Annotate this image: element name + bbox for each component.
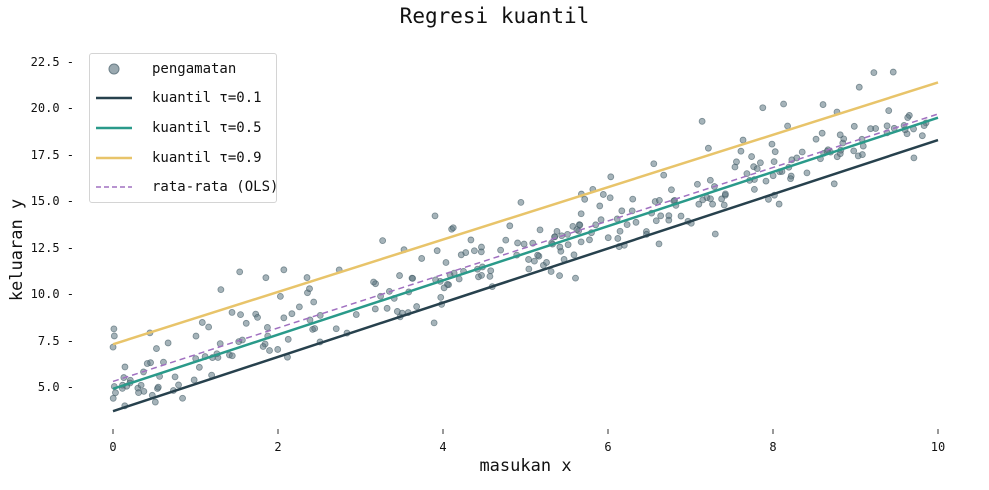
y-tick-label: 12.5 - bbox=[30, 240, 74, 255]
x-tick-label: 2 bbox=[274, 440, 282, 454]
y-tick-label: 22.5 - bbox=[30, 55, 74, 69]
legend-item-observations: pengamatan bbox=[90, 59, 236, 79]
y-tick-label: 5.0 - bbox=[37, 380, 74, 394]
legend-item-q50: kuantil τ=0.5 bbox=[90, 118, 262, 138]
x-tick-label: 6 bbox=[604, 440, 612, 454]
legend-label: pengamatan bbox=[152, 61, 237, 77]
legend-label: kuantil τ=0.5 bbox=[152, 120, 262, 136]
line-swatch-icon bbox=[96, 96, 132, 100]
scatter-points bbox=[109, 68, 930, 410]
y-tick-label: 20.0 - bbox=[30, 101, 74, 116]
chart-title: Regresi kuantil bbox=[399, 4, 590, 28]
dashed-line-swatch-icon bbox=[96, 186, 132, 188]
x-tick-label: 8 bbox=[769, 440, 777, 454]
legend: pengamatan kuantil τ=0.1 kuantil τ=0.5 k… bbox=[89, 53, 278, 203]
y-tick-label: 10.0 - bbox=[30, 287, 74, 302]
y-tick-label: 15.0 - bbox=[30, 194, 74, 209]
x-tick-label: 4 bbox=[439, 440, 447, 454]
x-axis-label: masukan x bbox=[479, 456, 572, 476]
legend-label: kuantil τ=0.1 bbox=[152, 90, 262, 106]
legend-label: rata-rata (OLS) bbox=[152, 179, 279, 195]
line-swatch-icon bbox=[96, 156, 132, 160]
x-tick-label: 10 bbox=[930, 440, 946, 454]
axis-ticks bbox=[112, 429, 939, 434]
line-swatch-icon bbox=[96, 126, 132, 130]
legend-item-q10: kuantil τ=0.1 bbox=[90, 88, 262, 108]
circle-marker-icon bbox=[108, 63, 120, 75]
legend-label: kuantil τ=0.9 bbox=[152, 150, 262, 166]
x-tick-label: 0 bbox=[109, 440, 117, 454]
legend-item-q90: kuantil τ=0.9 bbox=[90, 148, 262, 168]
legend-item-ols: rata-rata (OLS) bbox=[90, 177, 278, 197]
regression-lines bbox=[112, 81, 939, 413]
y-tick-label: 17.5 - bbox=[30, 147, 74, 162]
y-tick-label: 7.5 - bbox=[37, 333, 74, 348]
y-axis-label: keluaran y bbox=[7, 198, 27, 302]
